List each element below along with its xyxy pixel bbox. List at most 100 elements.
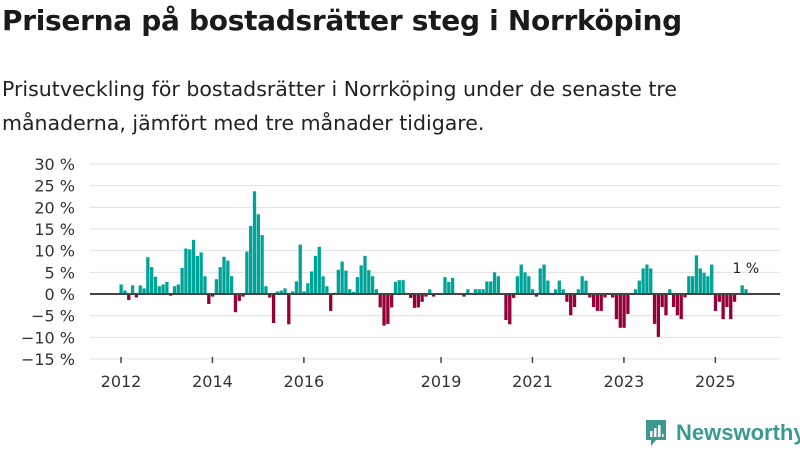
bar [214, 279, 219, 294]
bar [599, 294, 603, 311]
bar [260, 235, 264, 294]
bar [409, 294, 413, 298]
bar [218, 267, 222, 294]
bar [412, 294, 417, 308]
bar [576, 289, 580, 294]
y-tick-label: 10 % [34, 242, 75, 261]
bar [656, 294, 661, 337]
bar [485, 281, 489, 294]
bar [428, 289, 432, 294]
bar [538, 268, 542, 294]
bar [294, 281, 299, 294]
bar [637, 280, 641, 294]
x-tick-label: 2012 [101, 372, 142, 391]
brand-name: Newsworthy [676, 420, 800, 445]
bar [245, 251, 249, 294]
y-tick-label: 0 % [45, 285, 75, 304]
bar [355, 277, 360, 294]
bar [565, 294, 569, 302]
bar [591, 294, 596, 307]
bar [359, 265, 363, 294]
x-tick-label: 2025 [695, 372, 736, 391]
newsworthy-logo[interactable]: Newsworthy [644, 418, 800, 448]
bar [477, 289, 481, 294]
y-tick-label: 25 % [34, 177, 75, 196]
bar [138, 285, 142, 294]
bar [241, 294, 245, 297]
bar [603, 294, 607, 298]
chart-subtitle: Prisutveckling för bostadsrätter i Norrk… [2, 77, 678, 135]
bar [717, 294, 721, 302]
bar [466, 289, 470, 294]
bar [397, 280, 401, 294]
bar [546, 280, 550, 294]
bar [679, 294, 683, 320]
bar [325, 286, 329, 294]
bar [713, 294, 718, 311]
bar [199, 252, 203, 294]
bar [226, 260, 230, 294]
bar [123, 290, 127, 294]
bar [431, 294, 436, 297]
bar [481, 289, 485, 294]
bar [378, 294, 382, 308]
y-tick-label: −15 % [21, 350, 75, 369]
bar [302, 291, 306, 294]
bar [393, 281, 398, 294]
bar [523, 272, 527, 294]
bar [313, 255, 318, 294]
bar [134, 294, 139, 298]
bar [424, 294, 428, 297]
bar [306, 283, 310, 294]
bar [473, 289, 478, 294]
bar [706, 276, 710, 294]
bar [614, 294, 619, 320]
bar [161, 284, 165, 294]
bar [569, 294, 573, 316]
bar [557, 280, 561, 294]
bar [401, 280, 405, 294]
bar [271, 294, 276, 324]
bar [252, 191, 257, 294]
x-tick-label: 2019 [421, 372, 462, 391]
bar [641, 268, 645, 294]
bar [279, 290, 283, 294]
bar [146, 257, 150, 294]
bar [740, 285, 744, 294]
bar [584, 280, 588, 294]
bar [721, 294, 725, 320]
bar [127, 294, 131, 301]
bar [317, 246, 321, 294]
bar [572, 294, 577, 307]
bar [527, 276, 531, 294]
bar [188, 249, 192, 294]
bar [256, 214, 260, 294]
newsworthy-logo-icon [646, 420, 666, 446]
bar [691, 276, 695, 294]
bar [649, 268, 653, 294]
bar [203, 276, 207, 294]
bar [668, 289, 672, 294]
bar [180, 268, 184, 294]
bar [519, 264, 523, 294]
bar [329, 294, 333, 311]
bar [633, 289, 638, 294]
bar [580, 276, 584, 294]
bar [207, 294, 211, 304]
bar [268, 294, 272, 298]
bar [671, 294, 676, 307]
bar [416, 294, 420, 308]
bar [283, 288, 287, 294]
bar [229, 276, 234, 294]
bar [264, 286, 268, 294]
y-tick-label: 20 % [34, 198, 75, 217]
bar [336, 269, 340, 294]
bar [290, 291, 295, 294]
bar [363, 255, 367, 294]
bar [195, 255, 199, 294]
bar [237, 294, 241, 301]
bar [210, 294, 215, 297]
bar [321, 276, 325, 294]
bar [222, 256, 226, 294]
bar [610, 294, 615, 298]
